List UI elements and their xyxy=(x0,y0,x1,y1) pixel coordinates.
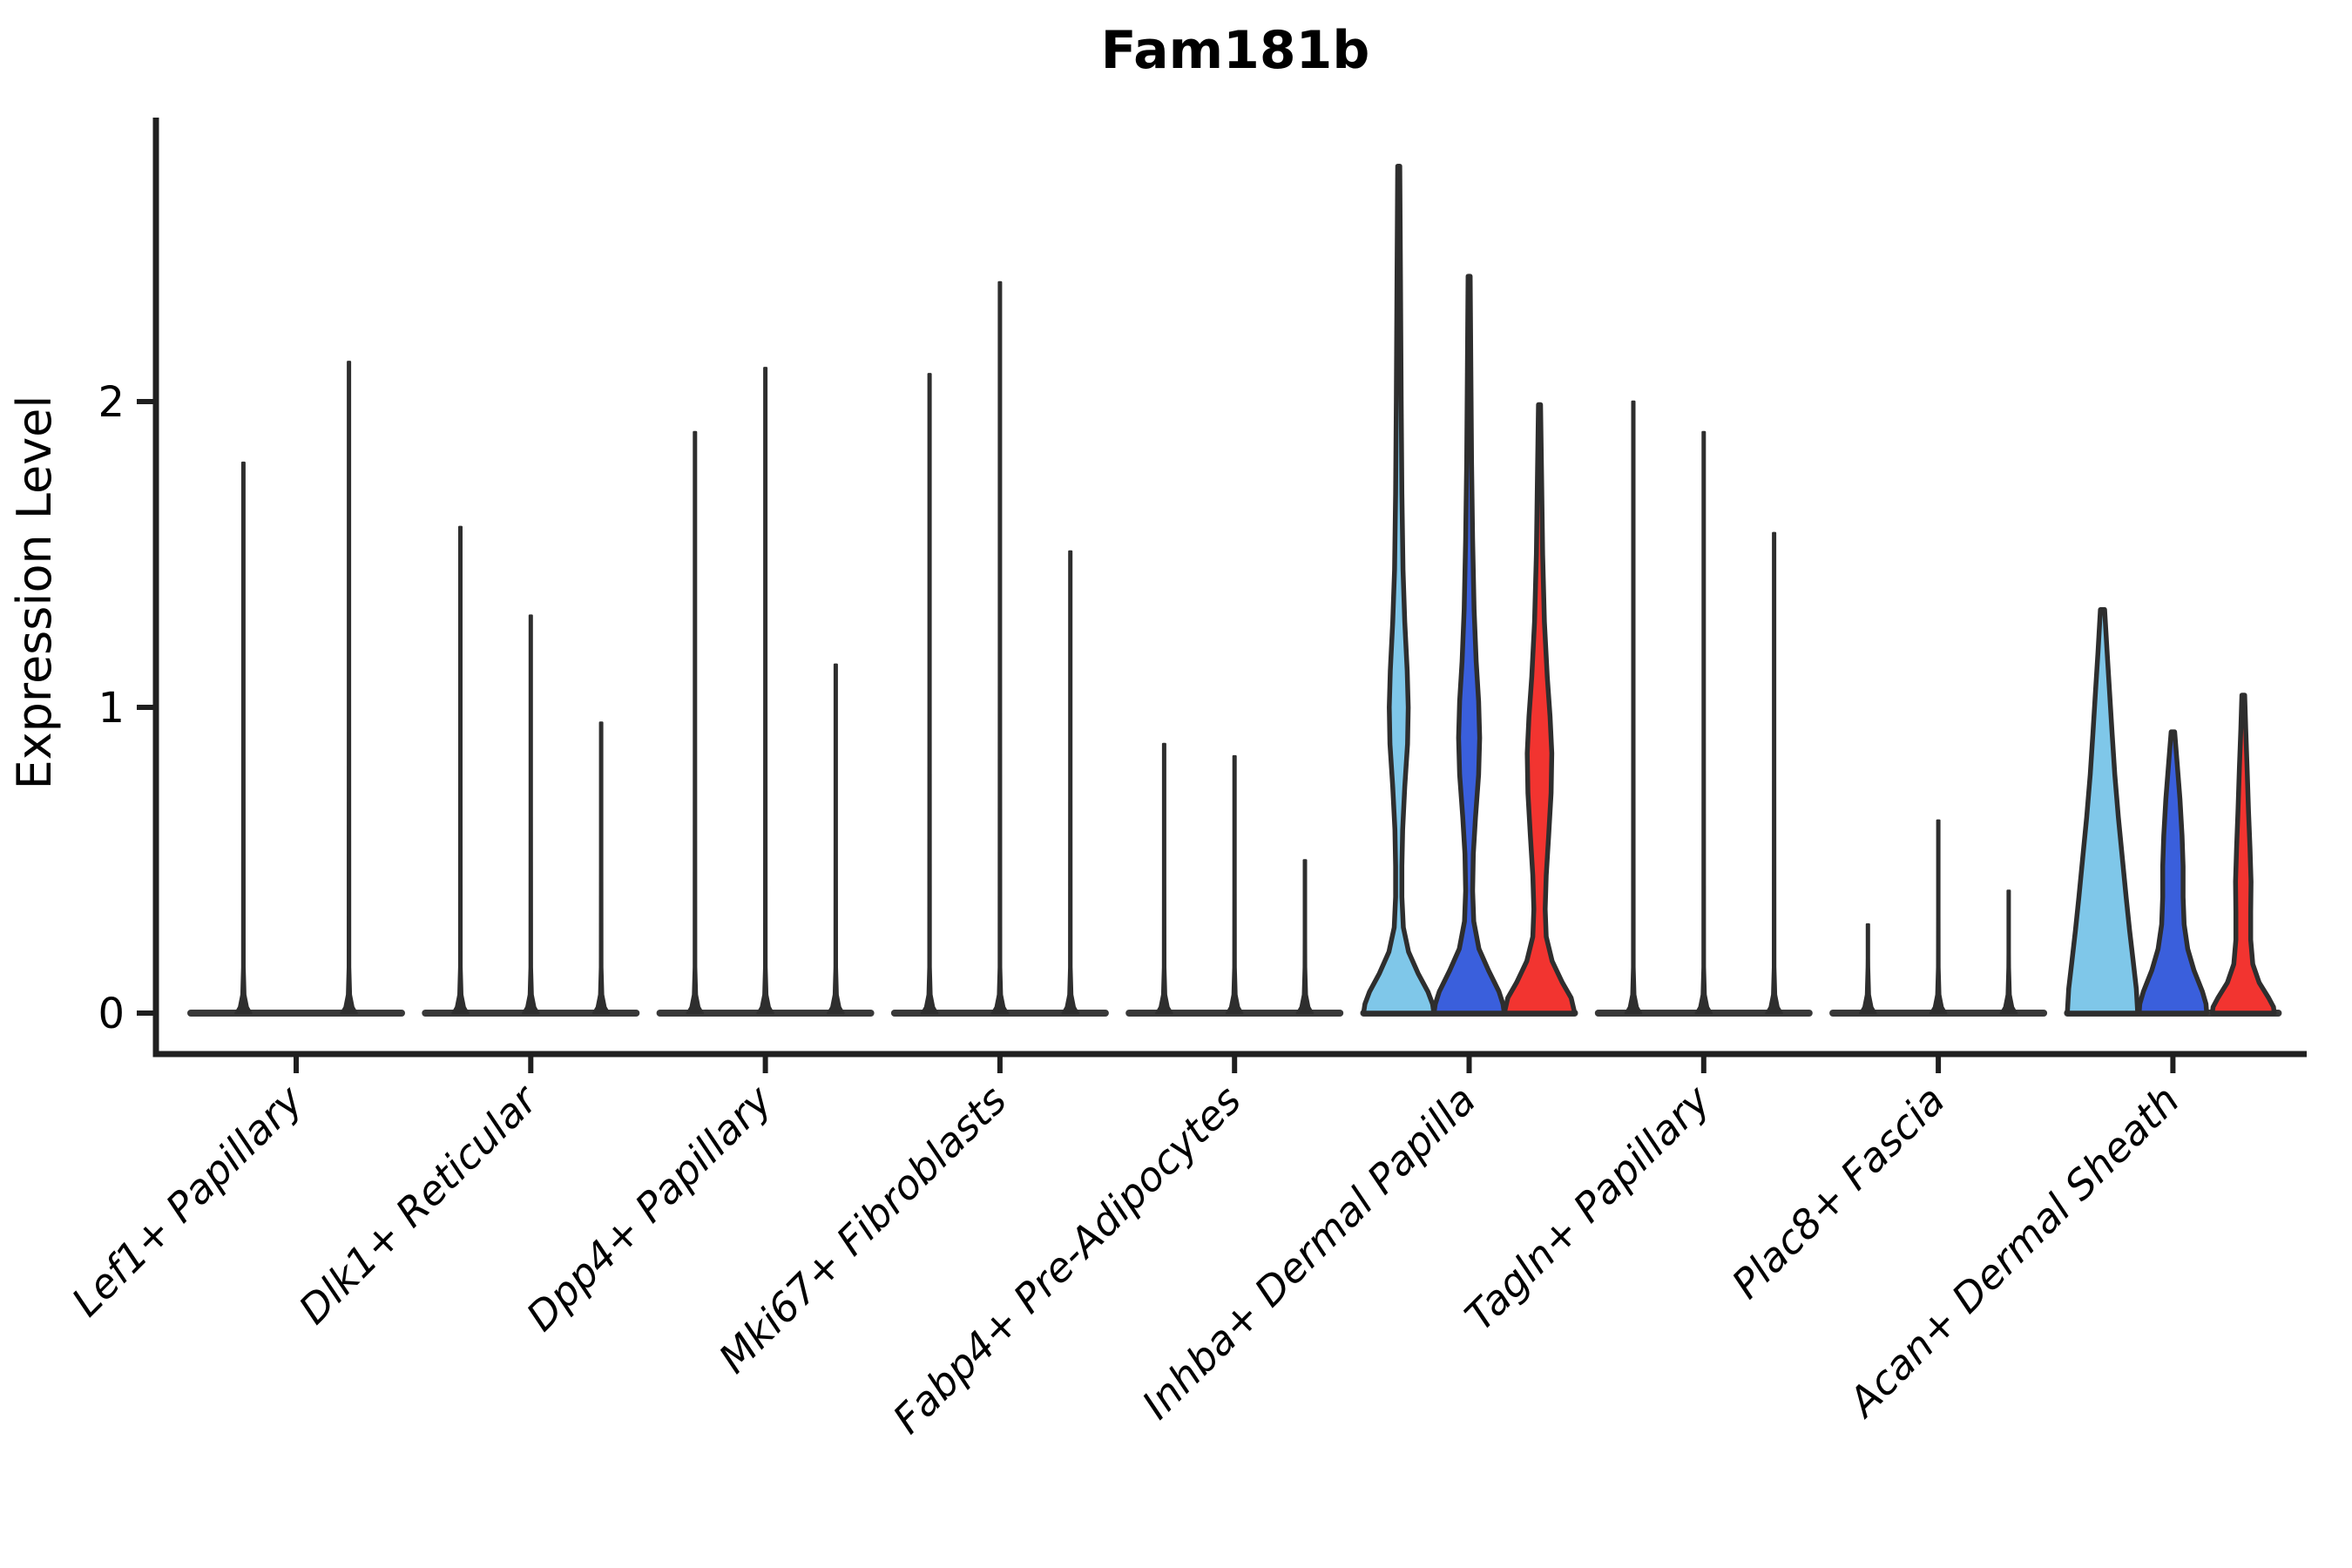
spike-violin-dpp4-papillary-2 xyxy=(756,367,774,1015)
spike-violin-dpp4-papillary-3 xyxy=(827,663,845,1015)
violin-inhba-dermal-papilla-3 xyxy=(1502,402,1578,1016)
violin-inhba-dermal-papilla-2 xyxy=(1431,274,1507,1016)
spike-violin-fabp4-pre-adipocytes-2 xyxy=(1225,754,1244,1015)
violin-acan-dermal-sheath-2 xyxy=(2136,729,2209,1016)
y-tick-label-2: 2 xyxy=(98,378,125,427)
spike-violin-plac8-fascia-3 xyxy=(1999,889,2018,1015)
axes: 0 1 2 xyxy=(98,118,2307,1073)
spike-violin-plac8-fascia-1 xyxy=(1859,923,1877,1015)
spike-violin-tagln-papillary-1 xyxy=(1624,400,1643,1015)
violins-layer xyxy=(187,163,2282,1017)
x-tick-label-lef1-papillary: Lef1+ Papillary xyxy=(63,1076,312,1325)
spike-violin-lef1-papillary-2 xyxy=(340,361,358,1015)
spike-violin-mki67-fibroblasts-2 xyxy=(990,280,1010,1015)
spike-violin-fabp4-pre-adipocytes-3 xyxy=(1295,859,1315,1015)
y-tick-label-0: 0 xyxy=(98,990,125,1038)
spike-violin-plac8-fascia-2 xyxy=(1929,819,1948,1015)
spike-violin-dpp4-papillary-1 xyxy=(686,430,705,1015)
violin-acan-dermal-sheath-3 xyxy=(2209,693,2277,1016)
spike-violin-fabp4-pre-adipocytes-1 xyxy=(1155,742,1173,1015)
x-tick-label-plac8-fascia: Plac8+ Fascia xyxy=(1722,1077,1953,1308)
spike-violin-tagln-papillary-3 xyxy=(1765,531,1783,1015)
y-tick-label-1: 1 xyxy=(98,684,125,733)
spike-violin-mki67-fibroblasts-1 xyxy=(920,373,939,1015)
violin-inhba-dermal-papilla-1 xyxy=(1361,163,1436,1016)
spike-violin-tagln-papillary-2 xyxy=(1694,430,1713,1015)
spike-violin-dlk1-reticular-2 xyxy=(522,614,540,1015)
x-tick-label-dpp4-papillary: Dpp4+ Papillary xyxy=(517,1076,781,1340)
spike-violin-dlk1-reticular-3 xyxy=(591,721,611,1015)
violin-acan-dermal-sheath-1 xyxy=(2065,606,2140,1016)
spike-violin-mki67-fibroblasts-3 xyxy=(1061,550,1079,1015)
spike-violin-lef1-papillary-1 xyxy=(234,461,253,1015)
y-axis-label: Expression Level xyxy=(7,395,62,790)
plot-title: Fam181b xyxy=(1101,20,1370,81)
x-tick-label-tagln-papillary: Tagln+ Papillary xyxy=(1456,1076,1720,1340)
x-tick-label-dlk1-reticular: Dlk1+ Reticular xyxy=(289,1074,548,1333)
spike-violin-dlk1-reticular-1 xyxy=(451,525,470,1015)
